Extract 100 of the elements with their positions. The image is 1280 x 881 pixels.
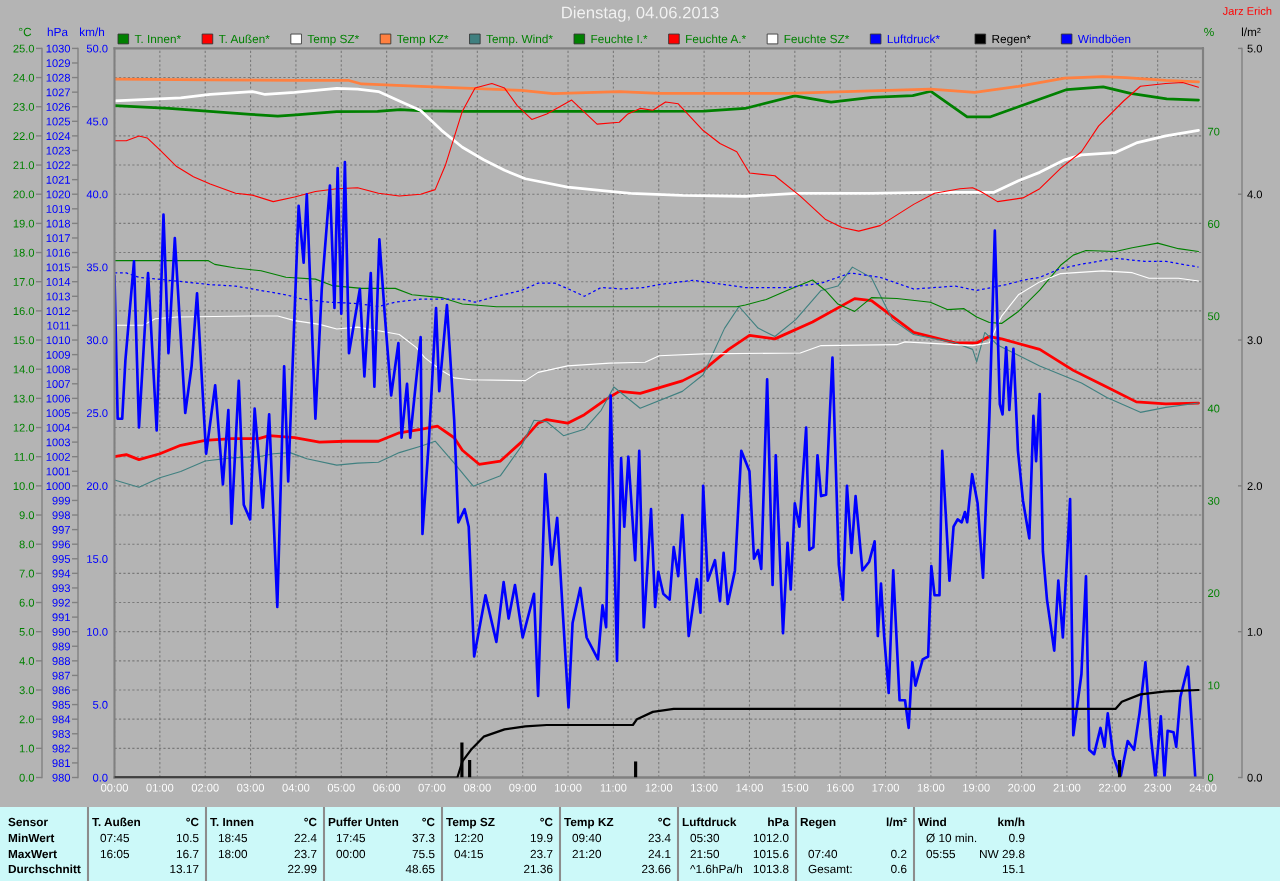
y3-tick-label: 1015 <box>46 263 71 272</box>
y3-tick-label: 1003 <box>46 438 71 447</box>
text: 1013.8 <box>753 864 789 874</box>
text: NW 29.8 <box>980 849 1025 859</box>
y3-tick-label: 1001 <box>46 467 70 476</box>
line-series <box>114 85 1200 119</box>
legend-label: Luftdruck* <box>887 34 940 44</box>
y-tick-label: 40.0 <box>86 190 108 199</box>
y-axis-title: °C <box>19 27 32 37</box>
y-tick-label: 35.0 <box>86 263 108 272</box>
text: 1012.0 <box>753 833 789 843</box>
y2-axis-title: l/m² <box>1241 27 1261 37</box>
line-series <box>114 81 1200 232</box>
y-axis-title: km/h <box>80 27 105 37</box>
x-tick-label: 18:00 <box>917 783 945 792</box>
y3-tick-label: 1026 <box>46 103 71 111</box>
y2-tick-label: 30 <box>1207 496 1220 505</box>
y3-tick-label: 1027 <box>46 88 70 97</box>
line-series <box>114 270 1200 382</box>
text: Jarz Erich <box>1222 6 1272 15</box>
text: 75.5 <box>412 849 435 859</box>
y3-tick-label: 1000 <box>46 482 71 490</box>
y-tick-label: 3.0 <box>19 686 35 695</box>
y-tick-label: 12.0 <box>13 423 35 432</box>
y-tick-label: 25.0 <box>86 409 108 418</box>
text: 1015.6 <box>753 849 789 859</box>
y-tick-label: 15.0 <box>87 555 108 563</box>
y3-tick-label: 1028 <box>46 73 71 82</box>
y3-tick-label: 998 <box>52 511 71 520</box>
y-tick-label: 4.0 <box>19 657 35 665</box>
text: hPa <box>768 817 790 827</box>
y3-tick-label: 1023 <box>46 146 71 155</box>
text: °C <box>304 817 317 827</box>
y-tick-label: 50.0 <box>86 44 108 53</box>
x-tick-label: 07:00 <box>418 783 446 792</box>
x-tick-label: 08:00 <box>463 783 491 792</box>
y-tick-label: 6.0 <box>19 598 35 607</box>
text: 10.5 <box>176 833 199 843</box>
y-tick-label: 2.0 <box>19 715 35 724</box>
x-tick-label: 22:00 <box>1098 783 1126 792</box>
text: 37.3 <box>412 833 435 843</box>
y3-tick-label: 1018 <box>46 219 71 228</box>
text: 23.4 <box>648 833 671 843</box>
x-tick-label: 14:00 <box>736 783 763 792</box>
y3-tick-label: 1008 <box>46 365 71 374</box>
y3-tick-label: 1002 <box>46 452 70 461</box>
y3-tick-label: 983 <box>52 730 71 738</box>
text: 23.7 <box>294 849 317 859</box>
text: 13.17 <box>170 864 199 874</box>
y-tick-label: 18.0 <box>13 248 35 257</box>
y2-tick-label: 70 <box>1208 127 1220 136</box>
y3-tick-label: 1021 <box>46 175 70 184</box>
y3-tick-label: 988 <box>52 657 71 665</box>
y3-tick-label: 1005 <box>46 409 71 418</box>
x-tick-label: 23:00 <box>1144 783 1172 792</box>
y-tick-label: 45.0 <box>86 117 108 126</box>
text: l/m² <box>886 817 907 827</box>
text: 24.1 <box>648 849 671 859</box>
text: 21:20 <box>572 849 602 859</box>
x-tick-label: 09:00 <box>509 783 537 792</box>
x-tick-label: 00:00 <box>101 783 128 792</box>
text: 22.99 <box>288 864 317 874</box>
y3-tick-label: 1030 <box>46 44 71 53</box>
y-tick-label: 30.0 <box>86 336 108 345</box>
y2-tick-label: 5.0 <box>1247 44 1263 53</box>
y2-tick-label: 0.0 <box>1247 773 1263 782</box>
text: 05:55 <box>926 849 956 859</box>
legend-label: Feuchte I.* <box>591 34 648 44</box>
text: T. Innen <box>210 817 254 827</box>
y-tick-label: 20.0 <box>86 482 108 490</box>
y3-tick-label: 996 <box>52 540 71 549</box>
y2-tick-label: 60 <box>1208 220 1220 228</box>
y-tick-label: 24.0 <box>13 73 35 82</box>
text: 48.65 <box>405 864 435 874</box>
y3-tick-label: 982 <box>52 744 70 753</box>
y-tick-label: 16.0 <box>13 307 35 316</box>
text: 21:50 <box>690 849 720 859</box>
text: T. Außen <box>92 817 141 827</box>
text: Ø 10 min. <box>926 833 977 843</box>
y3-tick-label: 985 <box>52 700 71 709</box>
text: ^1.6hPa/h <box>690 864 743 874</box>
y3-tick-label: 989 <box>52 642 70 651</box>
text: 23.66 <box>642 864 671 874</box>
y-tick-label: 8.0 <box>19 540 35 549</box>
text: Durchschnitt <box>8 864 81 874</box>
y-tick-label: 20.0 <box>13 190 35 199</box>
y-tick-label: 21.0 <box>13 161 35 170</box>
y3-tick-label: 1010 <box>46 336 71 345</box>
text: Regen <box>800 817 836 829</box>
text: 07:40 <box>808 849 838 859</box>
x-tick-label: 17:00 <box>872 783 899 792</box>
line-series <box>114 242 1200 324</box>
y3-tick-label: 999 <box>52 496 70 505</box>
text: °C <box>658 817 671 827</box>
y-tick-label: 23.0 <box>13 103 35 111</box>
y3-tick-label: 986 <box>52 686 71 695</box>
y3-tick-label: 1014 <box>46 277 71 286</box>
x-tick-label: 20:00 <box>1008 783 1036 792</box>
legend-label: Temp KZ* <box>396 34 449 46</box>
y-tick-label: 25.0 <box>13 44 35 53</box>
